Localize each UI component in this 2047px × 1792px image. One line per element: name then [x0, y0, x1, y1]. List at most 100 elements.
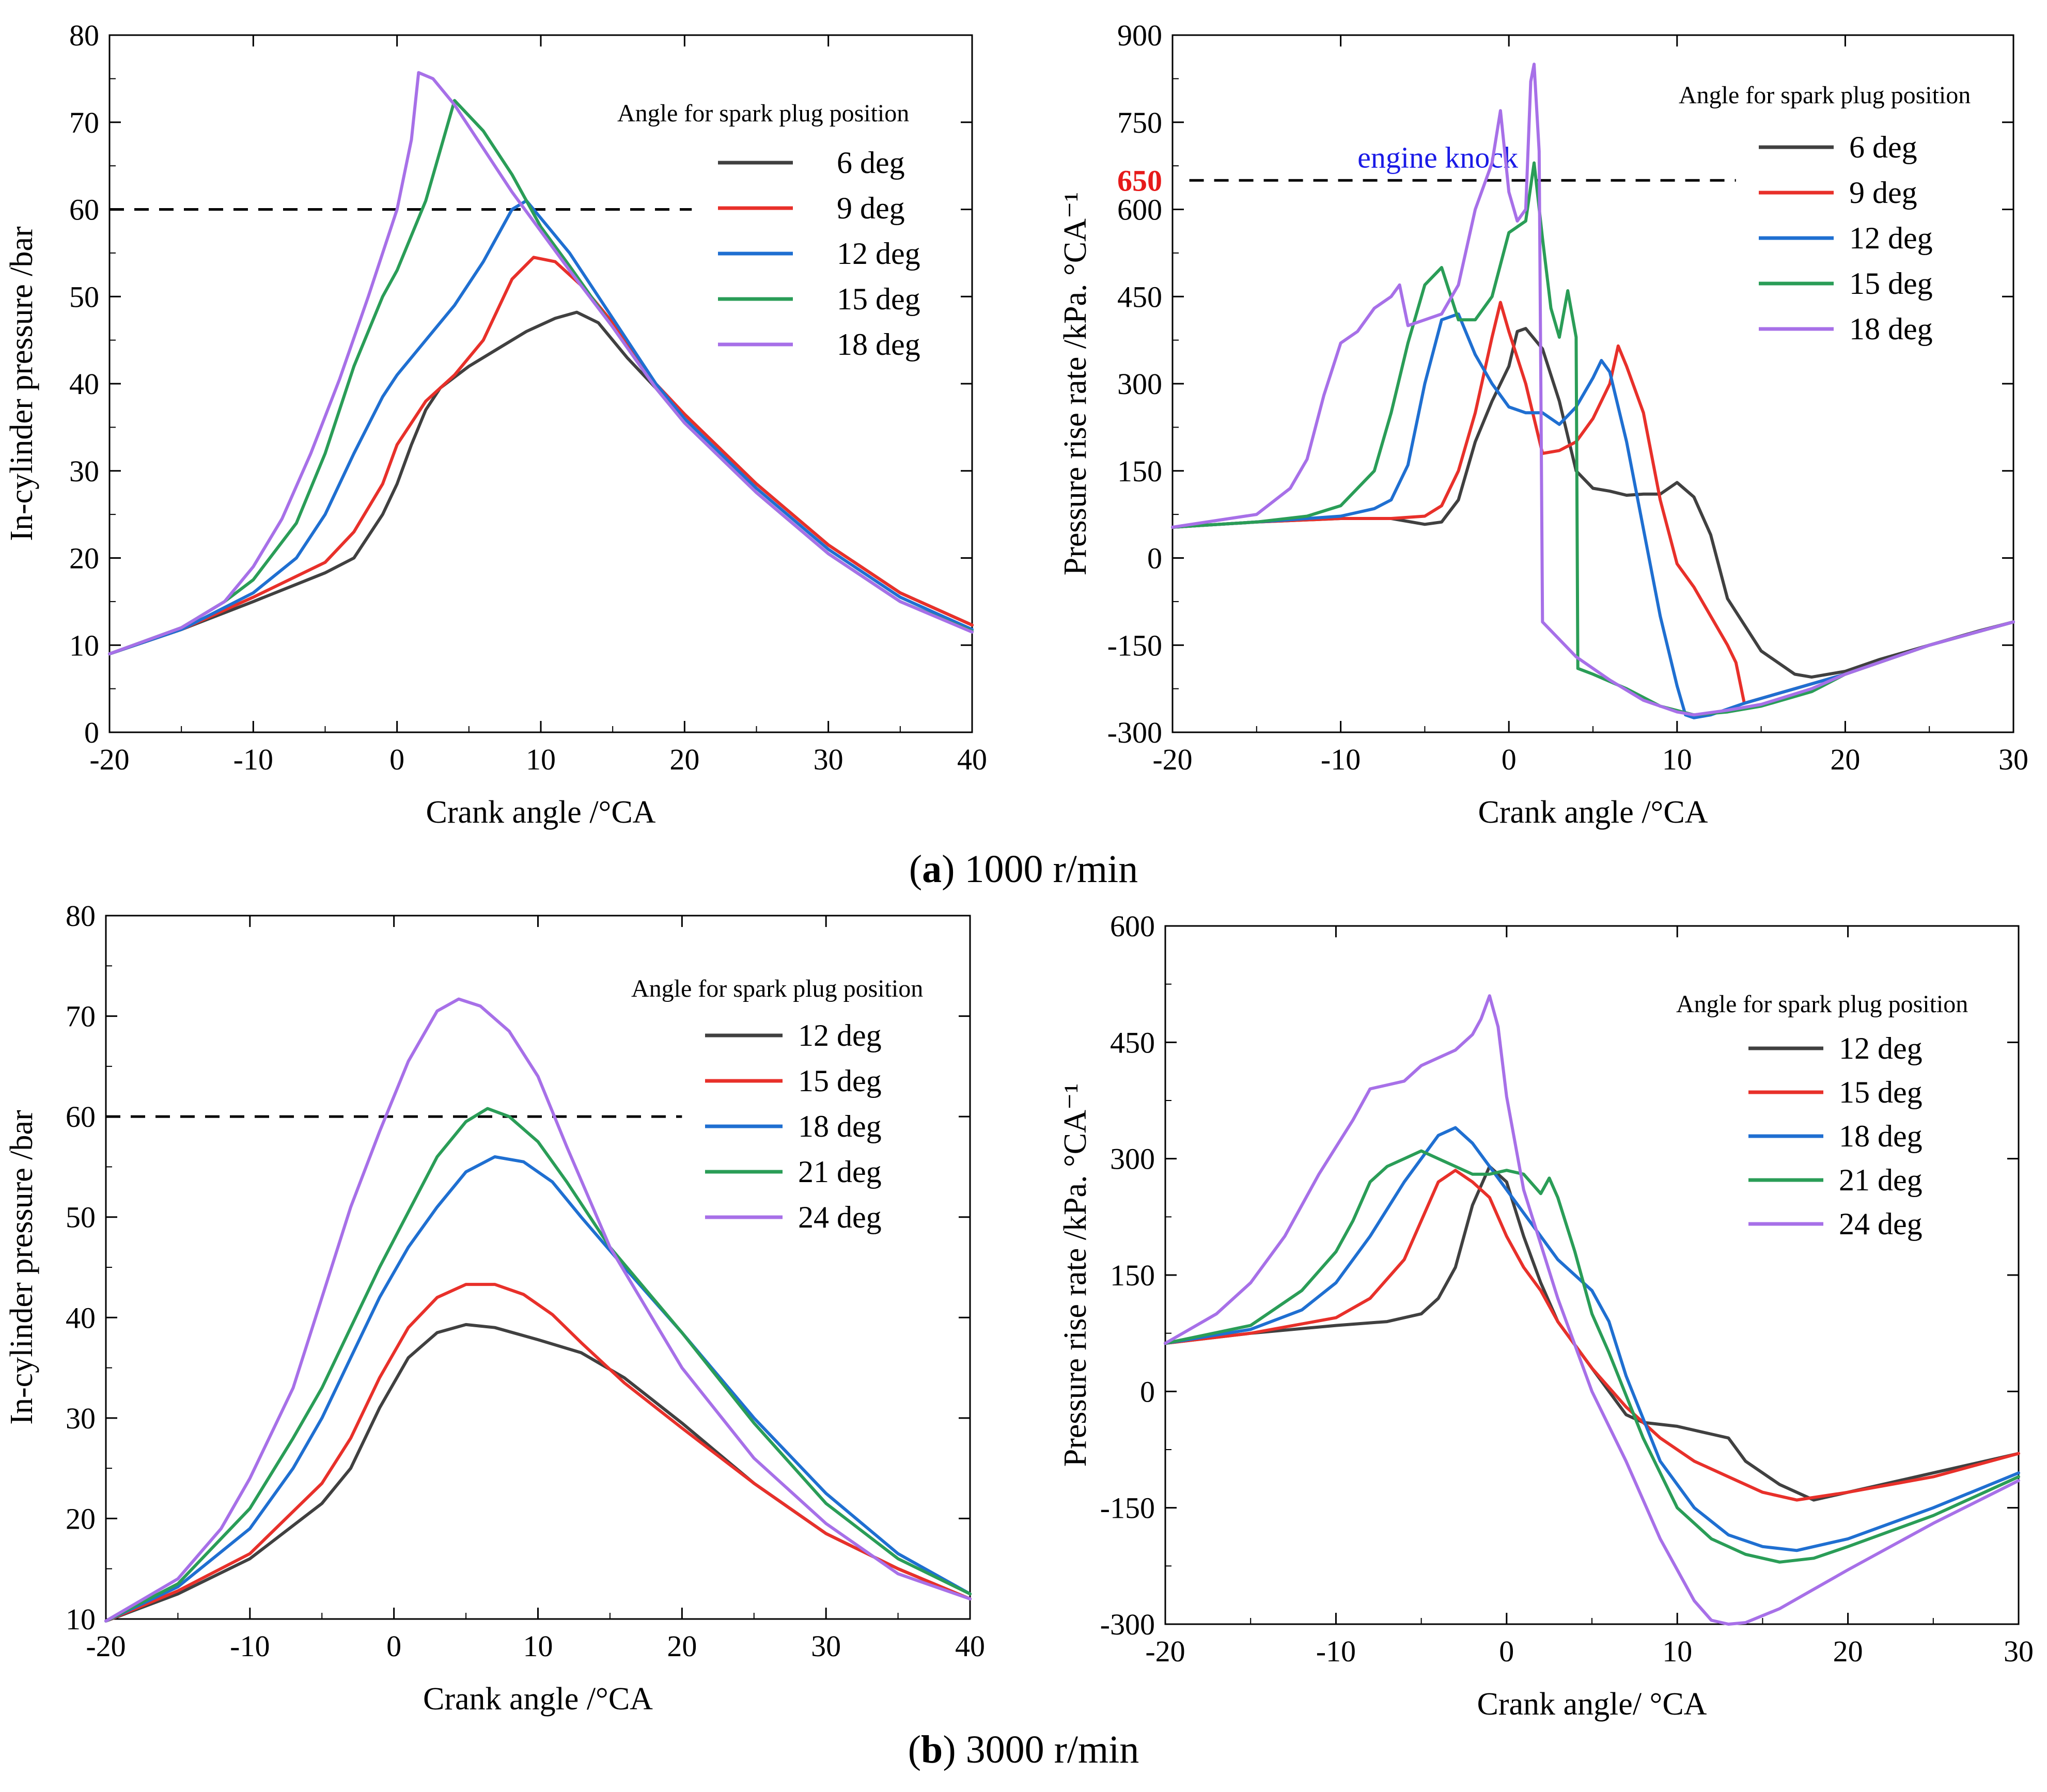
- y-axis-label: Pressure rise rate /kPa. °CA⁻¹: [1058, 1083, 1093, 1467]
- y-tick-label: 300: [1110, 1142, 1155, 1176]
- caption-b: (b) 3000 r/min: [908, 1728, 1139, 1771]
- series-line-12-deg: [1171, 312, 2015, 719]
- legend-label: 6 deg: [1849, 130, 1917, 164]
- x-tick-label: 20: [669, 743, 699, 776]
- legend-label: 24 deg: [798, 1200, 882, 1234]
- series-line-21-deg: [104, 1107, 972, 1623]
- x-tick-label: 30: [2004, 1634, 2034, 1668]
- series-line-9-deg: [1171, 301, 2015, 705]
- x-tick-label: 10: [526, 743, 556, 776]
- caption-a: (a) 1000 r/min: [909, 847, 1138, 891]
- y-tick-label: 150: [1110, 1259, 1155, 1292]
- caption-b-label: b: [921, 1728, 943, 1771]
- y-tick-label: 40: [69, 367, 99, 401]
- x-tick-label: 10: [523, 1629, 553, 1663]
- y-tick-label: 600: [1110, 909, 1155, 943]
- y-axis-label: In-cylinder pressure /bar: [4, 1110, 39, 1425]
- y-tick-label: 50: [66, 1201, 96, 1234]
- series-line-18-deg: [104, 1155, 972, 1623]
- series-line-15-deg: [104, 1283, 972, 1623]
- series-line-6-deg: [1171, 327, 2015, 679]
- series-line-15-deg: [1171, 161, 2015, 717]
- y-tick-label: 0: [84, 716, 99, 749]
- y-tick-label: 750: [1117, 106, 1162, 139]
- x-tick-label: 30: [814, 743, 843, 776]
- series-line-18-deg: [1164, 1126, 2020, 1552]
- x-tick-label: -10: [1321, 743, 1361, 776]
- legend-title: Angle for spark plug position: [631, 975, 923, 1002]
- y-axis-label: In-cylinder pressure /bar: [4, 226, 39, 541]
- series-line-12-deg: [108, 199, 974, 656]
- legend-title: Angle for spark plug position: [1679, 82, 1971, 109]
- legend-label: 15 deg: [1849, 266, 1933, 301]
- legend-label: 18 deg: [1839, 1119, 1923, 1153]
- y-tick-label: 10: [66, 1602, 96, 1636]
- legend-title: Angle for spark plug position: [1676, 991, 1968, 1018]
- y-tick-label: 450: [1110, 1026, 1155, 1059]
- x-axis-label: Crank angle /°CA: [426, 795, 656, 830]
- y-tick-label: 10: [69, 628, 99, 662]
- y-tick-label: 70: [66, 1000, 96, 1033]
- x-tick-label: 20: [1833, 1634, 1863, 1668]
- caption-b-text: 3000 r/min: [965, 1728, 1139, 1771]
- legend-label: 6 deg: [837, 146, 905, 180]
- series-line-12-deg: [104, 1323, 972, 1623]
- y-tick-label: 80: [66, 899, 96, 933]
- y-tick-label: 70: [69, 106, 99, 139]
- chart-a-pressure: -20 -10 0 10 20 30 40 0 10 20 30 40 50 60 70 80 Crank an…: [4, 19, 987, 830]
- plot-frame: [1164, 925, 2020, 1625]
- y-tick-label: 150: [1117, 454, 1162, 488]
- y-tick-label: 30: [66, 1402, 96, 1435]
- series-line-15-deg: [1164, 1169, 2020, 1502]
- legend-title: Angle for spark plug position: [617, 100, 909, 127]
- y-tick-label: 450: [1117, 280, 1162, 313]
- x-tick-label: 0: [1502, 743, 1517, 776]
- y-tick-label: 60: [66, 1100, 96, 1134]
- x-tick-label: 30: [1998, 743, 2028, 776]
- x-tick-label: 0: [386, 1629, 401, 1663]
- x-axis-label: Crank angle/ °CA: [1477, 1687, 1707, 1722]
- x-tick-label: -10: [233, 743, 273, 776]
- legend-label: 12 deg: [837, 237, 920, 271]
- series-line-21-deg: [1164, 1149, 2020, 1564]
- y-axis-label: Pressure rise rate /kPa. °CA⁻¹: [1058, 192, 1093, 575]
- chart-b-pressure: -20 -10 0 10 20 30 40 10 20 30 40 50 60 70 80 Crank ang…: [4, 899, 985, 1717]
- y-tick-label: 900: [1117, 19, 1162, 52]
- y-tick-label: 20: [66, 1502, 96, 1535]
- legend-label: 15 deg: [798, 1064, 882, 1098]
- knock-threshold-label: 650: [1117, 164, 1162, 197]
- series-line-15-deg: [108, 99, 974, 656]
- chart-b-rise-rate: -20 -10 0 10 20 30 -300 -150 0 150 300 450 600 Crank …: [1058, 909, 2034, 1722]
- y-tick-label: 20: [69, 542, 99, 575]
- y-tick-label: 30: [69, 454, 99, 488]
- x-axis-label: Crank angle /°CA: [1478, 795, 1708, 830]
- x-axis-label: Crank angle /°CA: [423, 1681, 653, 1717]
- legend-label: 15 deg: [837, 282, 920, 316]
- x-tick-label: 0: [1499, 1634, 1514, 1668]
- legend-label: 18 deg: [798, 1109, 882, 1143]
- series-line-9-deg: [108, 256, 974, 656]
- x-tick-label: 40: [957, 743, 987, 776]
- x-tick-label: 40: [955, 1629, 985, 1663]
- x-tick-label: 10: [1662, 743, 1692, 776]
- x-tick-label: -10: [1316, 1634, 1356, 1668]
- legend-label: 9 deg: [837, 191, 905, 225]
- y-tick-label: -300: [1100, 1608, 1155, 1641]
- series-line-24-deg: [104, 997, 972, 1623]
- y-tick-label: 0: [1147, 542, 1162, 575]
- legend-label: 21 deg: [1839, 1163, 1923, 1197]
- legend-label: 9 deg: [1849, 176, 1917, 210]
- legend-label: 12 deg: [798, 1018, 882, 1052]
- y-tick-label: 0: [1140, 1375, 1155, 1408]
- legend-label: 21 deg: [798, 1155, 882, 1189]
- y-tick-label: 300: [1117, 367, 1162, 401]
- x-tick-label: -20: [1152, 743, 1192, 776]
- plot-frame: [108, 34, 973, 733]
- caption-a-label: a: [922, 847, 942, 891]
- x-tick-label: 0: [389, 743, 404, 776]
- y-tick-label: 80: [69, 19, 99, 52]
- x-tick-label: 10: [1662, 1634, 1692, 1668]
- y-tick-label: 600: [1117, 193, 1162, 227]
- x-tick-label: -10: [230, 1629, 270, 1663]
